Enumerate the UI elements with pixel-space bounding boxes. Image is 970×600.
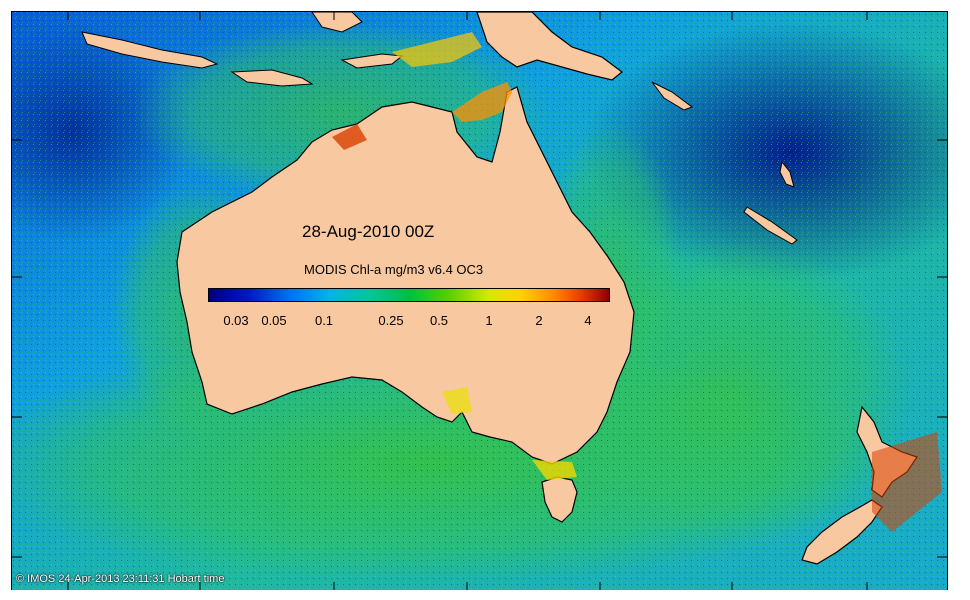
gulf-carpentaria-bloom — [452, 82, 512, 122]
timor-sea-bloom — [332, 124, 367, 150]
timor-island — [340, 53, 404, 69]
new-caledonia-island — [743, 206, 798, 245]
indonesia-lesser-sunda — [230, 69, 314, 87]
indonesia-island-sulawesi — [311, 12, 363, 33]
new-zealand-bloom — [872, 432, 942, 532]
colorbar-title: MODIS Chl-a mg/m3 v6.4 OC3 — [304, 262, 484, 277]
frame-border-left — [11, 12, 12, 590]
new-guinea-landmass — [476, 12, 623, 81]
chlorophyll-map — [12, 12, 947, 590]
colorbar-tick-label: 0.05 — [261, 313, 287, 328]
colorbar-tick-label: 0.03 — [223, 313, 249, 328]
vanuatu-islands — [779, 160, 795, 188]
graticule-ticks — [12, 12, 947, 590]
colorbar-tick-label: 4 — [584, 313, 592, 328]
papua-coast-bloom — [392, 32, 482, 67]
colorbar-tick-label: 0.25 — [378, 313, 404, 328]
solomon-islands — [651, 81, 694, 111]
colorbar-tick-label: 0.1 — [314, 313, 334, 328]
indonesia-island-java — [81, 31, 219, 69]
frame-border-right — [947, 12, 948, 590]
map-canvas — [12, 12, 947, 590]
colorbar — [208, 288, 610, 302]
colorbar-tick-label: 0.5 — [429, 313, 449, 328]
date-label: 28-Aug-2010 00Z — [302, 222, 435, 241]
frame-border-top — [11, 11, 948, 12]
colorbar-tick-label: 2 — [535, 313, 543, 328]
colorbar-tick-label: 1 — [485, 313, 493, 328]
australia-landmass — [176, 86, 635, 465]
gulf-st-vincent-bloom — [442, 387, 472, 414]
copyright-footer: © IMOS 24-Apr-2013 23:11:31 Hobart time — [16, 573, 225, 585]
new-zealand-south-island — [801, 499, 883, 565]
bass-strait-bloom — [532, 460, 577, 480]
